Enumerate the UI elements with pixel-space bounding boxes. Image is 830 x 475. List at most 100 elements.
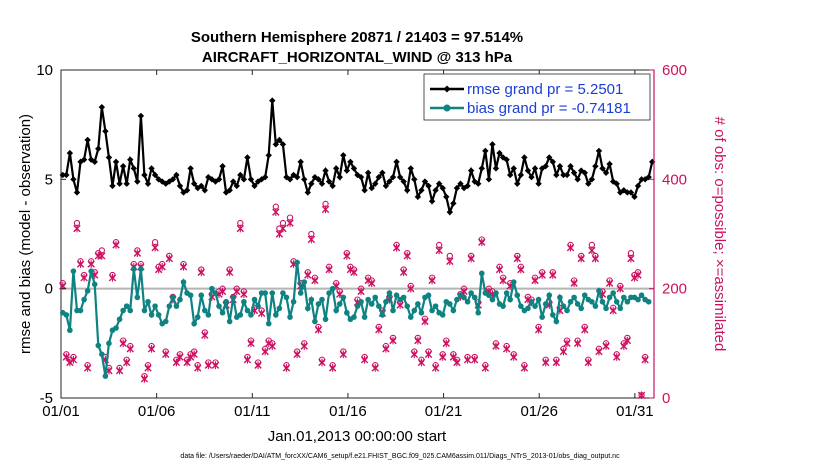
obs-assimilated-point xyxy=(318,358,326,367)
bias-series-line xyxy=(62,262,650,377)
rmse-point xyxy=(521,154,528,161)
bias-point xyxy=(500,303,506,309)
obs-assimilated-point xyxy=(534,325,543,334)
bias-point xyxy=(326,290,332,296)
obs-assimilated-point xyxy=(637,391,646,400)
rmse-point xyxy=(102,128,109,135)
rmse-point xyxy=(592,163,599,170)
bias-point xyxy=(170,294,176,301)
obs-assimilated-point xyxy=(339,350,347,359)
bias-point xyxy=(333,307,339,314)
bias-point xyxy=(532,303,538,309)
obs-assimilated-point xyxy=(570,279,578,288)
bias-point xyxy=(429,307,435,314)
rmse-point xyxy=(297,158,304,166)
rmse-point xyxy=(418,187,425,194)
bias-point xyxy=(319,296,325,303)
rmse-point xyxy=(602,169,610,176)
bias-point xyxy=(290,298,297,305)
x-axis-label: Jan.01,2013 00:00:00 start xyxy=(268,428,447,445)
bias-point xyxy=(116,316,123,323)
rmse-point xyxy=(219,163,226,170)
obs-assimilated-point xyxy=(463,355,472,364)
y-left-tick-label: 5 xyxy=(45,171,53,188)
rmse-point xyxy=(308,180,315,187)
bias-point xyxy=(645,298,652,305)
bias-point xyxy=(624,298,631,305)
obs-assimilated-point xyxy=(417,358,426,367)
bias-point xyxy=(88,268,94,274)
bias-point xyxy=(514,292,521,299)
bias-point xyxy=(621,294,627,301)
rmse-point xyxy=(127,156,134,163)
rmse-point xyxy=(389,173,397,181)
bias-point xyxy=(145,298,151,305)
obs-assimilated-point xyxy=(609,306,617,315)
rmse-point xyxy=(567,163,574,170)
obs-assimilated-point xyxy=(275,230,284,238)
bias-point xyxy=(162,318,169,325)
x-tick-label: 01/16 xyxy=(329,403,367,420)
bias-point xyxy=(269,290,276,296)
rmse-point xyxy=(148,165,155,172)
bias-point xyxy=(390,307,396,314)
obs-assimilated-point xyxy=(382,344,390,353)
obs-assimilated-point xyxy=(613,353,621,361)
obs-assimilated-point xyxy=(467,254,475,263)
bias-point xyxy=(177,296,183,303)
y-left-tick-label: 0 xyxy=(45,281,53,298)
obs-assimilated-point xyxy=(531,276,539,285)
bias-point xyxy=(248,312,254,318)
bias-point xyxy=(273,312,279,318)
bias-point xyxy=(613,298,620,305)
rmse-point xyxy=(215,176,223,183)
rmse-point xyxy=(240,176,248,183)
rmse-point xyxy=(350,165,358,172)
rmse-point xyxy=(638,176,645,183)
bias-point xyxy=(123,303,130,309)
rmse-point xyxy=(176,182,184,190)
rmse-point xyxy=(528,173,535,181)
bias-point xyxy=(283,294,290,301)
bias-point xyxy=(294,259,300,266)
bias-point xyxy=(581,292,588,299)
rmse-point xyxy=(450,200,457,207)
bias-point xyxy=(546,292,553,299)
obs-assimilated-point xyxy=(620,342,628,350)
rmse-point xyxy=(631,193,638,201)
rmse-point xyxy=(247,176,255,183)
rmse-point xyxy=(183,187,191,194)
plot-area xyxy=(60,69,655,399)
bias-point xyxy=(596,288,602,294)
bias-point xyxy=(518,303,524,309)
obs-assimilated-point xyxy=(343,252,351,260)
obs-assimilated-point xyxy=(399,268,408,277)
obs-assimilated-point xyxy=(268,342,276,350)
legend: rmse grand pr = 5.2501 bias grand pr = -… xyxy=(423,73,651,121)
bias-point xyxy=(493,290,499,296)
x-tick-label: 01/21 xyxy=(425,403,463,420)
bias-point xyxy=(312,318,318,325)
bias-point xyxy=(439,312,446,318)
bias-point xyxy=(599,298,606,305)
obs-assimilated-point xyxy=(623,336,632,345)
rmse-point xyxy=(283,173,290,181)
rmse-point xyxy=(634,182,642,190)
rmse-point xyxy=(556,163,564,170)
rmse-point xyxy=(347,158,354,166)
bias-point xyxy=(91,281,98,288)
bias-point xyxy=(223,298,229,305)
rmse-point xyxy=(606,160,613,168)
bias-point xyxy=(578,305,585,312)
rmse-point xyxy=(286,176,294,183)
obs-assimilated-point xyxy=(300,342,308,350)
obs-assimilated-point xyxy=(194,364,202,372)
bias-point xyxy=(265,320,272,327)
bias-point xyxy=(450,307,457,314)
rmse-point xyxy=(80,156,88,163)
chart-title-line1: Southern Hemisphere 20871 / 21403 = 97.5… xyxy=(191,29,523,46)
bias-point xyxy=(574,301,581,307)
obs-assimilated-point xyxy=(122,358,131,367)
obs-assimilated-point xyxy=(403,252,411,260)
legend-bias-label: bias grand pr = -0.74181 xyxy=(467,100,631,117)
